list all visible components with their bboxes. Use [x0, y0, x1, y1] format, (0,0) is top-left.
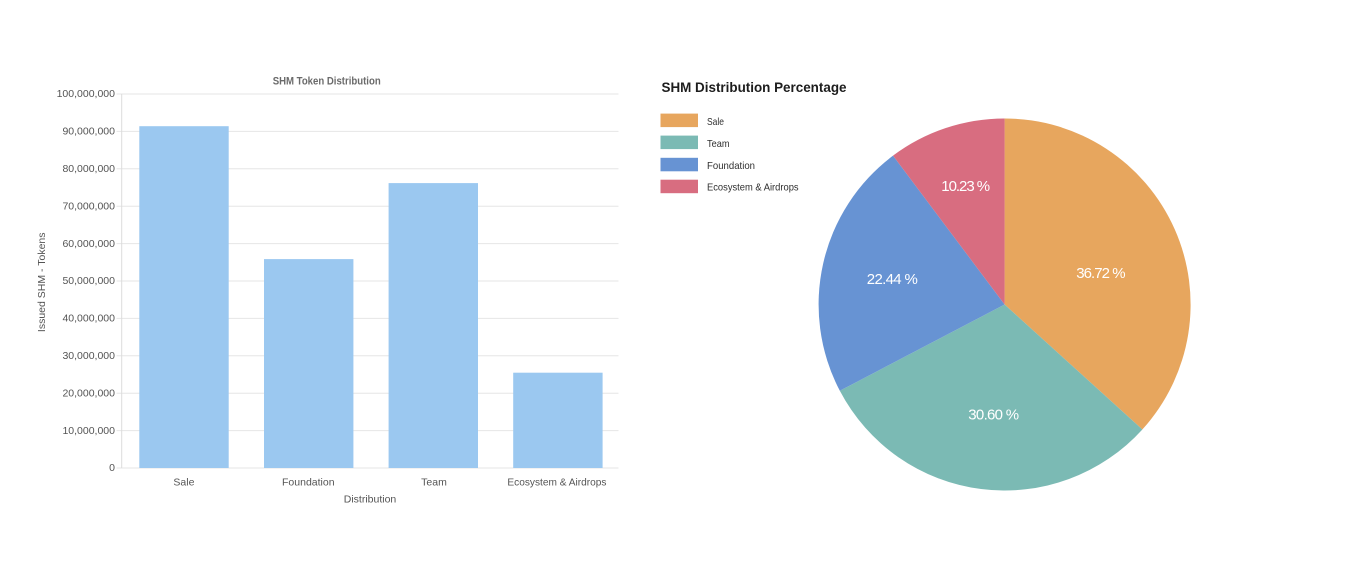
svg-text:Distribution: Distribution — [344, 493, 397, 505]
svg-text:100,000,000: 100,000,000 — [57, 88, 116, 100]
svg-text:Foundation: Foundation — [282, 476, 335, 488]
svg-text:22.44 %: 22.44 % — [867, 271, 918, 288]
svg-text:Team: Team — [707, 138, 730, 150]
svg-text:90,000,000: 90,000,000 — [62, 126, 115, 138]
svg-text:10,000,000: 10,000,000 — [62, 425, 115, 437]
svg-text:Sale: Sale — [707, 116, 724, 128]
svg-text:80,000,000: 80,000,000 — [62, 163, 115, 175]
svg-text:SHM Distribution Percentage: SHM Distribution Percentage — [662, 80, 847, 95]
svg-text:Team: Team — [421, 476, 447, 488]
svg-text:10.23 %: 10.23 % — [941, 178, 990, 195]
svg-text:Ecosystem & Airdrops: Ecosystem & Airdrops — [707, 182, 799, 194]
svg-text:36.72 %: 36.72 % — [1076, 265, 1125, 282]
svg-text:50,000,000: 50,000,000 — [62, 275, 115, 287]
svg-text:60,000,000: 60,000,000 — [62, 238, 115, 250]
svg-text:20,000,000: 20,000,000 — [62, 387, 115, 399]
svg-text:30.60 %: 30.60 % — [968, 407, 1019, 424]
svg-text:40,000,000: 40,000,000 — [62, 313, 115, 325]
svg-text:30,000,000: 30,000,000 — [62, 350, 115, 362]
svg-text:Issued SHM - Tokens: Issued SHM - Tokens — [36, 232, 48, 332]
svg-text:Foundation: Foundation — [707, 160, 755, 172]
svg-text:SHM Token Distribution: SHM Token Distribution — [273, 76, 381, 88]
svg-text:Ecosystem & Airdrops: Ecosystem & Airdrops — [507, 476, 606, 488]
svg-text:Sale: Sale — [173, 476, 194, 488]
svg-text:0: 0 — [109, 462, 115, 474]
svg-text:70,000,000: 70,000,000 — [62, 200, 115, 212]
